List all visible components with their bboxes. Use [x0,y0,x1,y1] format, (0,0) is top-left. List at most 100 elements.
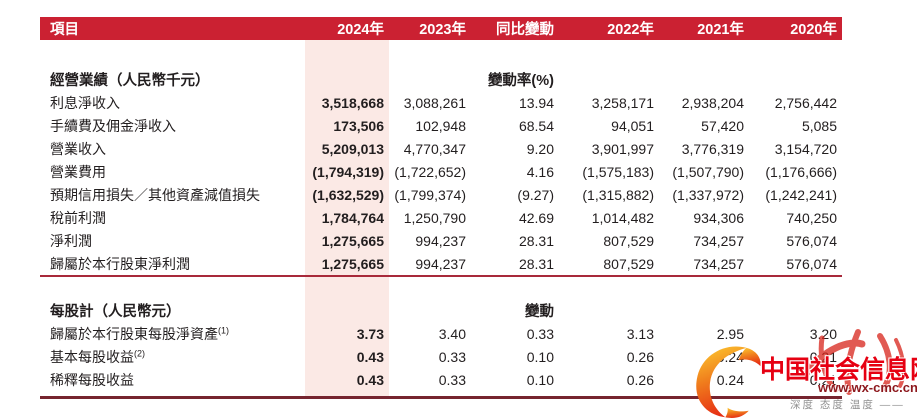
column-header-yoy: 同比變動 [471,17,559,40]
cell-yoy: 4.16 [526,163,554,180]
table-header-row: 項目 2024年 2023年 同比變動 2022年 2021年 2020年 [40,17,842,40]
cell-y2023: (1,722,652) [394,163,466,180]
spacer-cell [749,275,842,299]
cell-y2020: 3,154,720 [774,140,837,157]
row-label: 稅前利潤 [40,206,305,229]
cell-y2021: (1,507,790) [672,163,744,180]
section-title: 經營業績（人民幣千元） [50,73,210,89]
row-label: 基本每股收益(2) [40,345,305,368]
row-label-text: 營業費用 [50,163,106,180]
cell-y2023: 3.40 [438,325,466,342]
spacer-cell [305,40,389,68]
cell-y2023: 3,088,261 [403,94,466,111]
table-row: 手續費及佣金淨收入 173,506 102,948 68.54 94,051 57,420… [40,114,842,137]
table-row: 營業收入 5,209,013 4,770,347 9.20 3,901,997 3,776… [40,137,842,160]
table-row: 稀釋每股收益 0.43 0.33 0.10 0.26 0.24 0.21 [40,368,842,396]
change-header: 變動 [525,304,554,320]
spacer-row [40,40,842,68]
spacer-cell [389,40,471,68]
spacer-cell [559,40,659,68]
cell-y2024: 1,784,764 [305,206,389,229]
cell-y2020: 576,074 [786,232,837,249]
row-label: 稀釋每股收益 [40,368,305,396]
column-header-2022: 2022年 [559,17,659,40]
results-table: 項目 2024年 2023年 同比變動 2022年 2021年 2020年 經營… [40,17,842,396]
empty-cell [305,299,389,322]
cell-y2022: 0.26 [626,348,654,365]
cell-y2021: 2,938,204 [681,94,744,111]
cell-y2023: 994,237 [415,232,466,249]
cell-y2023: 0.33 [438,348,466,365]
cell-y2022: 94,051 [611,117,654,134]
cell-y2022: 0.26 [626,371,654,388]
financial-summary-table: 項目 2024年 2023年 同比變動 2022年 2021年 2020年 經營… [40,17,842,399]
cell-y2023: 994,237 [415,255,466,272]
spacer-cell [471,275,559,299]
cell-yoy: 0.10 [526,371,554,388]
row-label: 歸屬於本行股東每股淨資產(1) [40,322,305,345]
table-row: 淨利潤 1,275,665 994,237 28.31 807,529 734,257 57… [40,229,842,252]
row-label-text: 歸屬於本行股東淨利潤 [50,255,190,272]
cell-y2023: 0.33 [438,371,466,388]
watermark-tagline: 深度 态度 温度 —— [790,399,905,411]
row-label: 營業費用 [40,160,305,183]
section-title: 每股計（人民幣元） [50,304,181,320]
cell-y2020: (1,176,666) [765,163,837,180]
row-label-text: 歸屬於本行股東每股淨資產 [50,325,218,342]
cell-yoy: 28.31 [518,255,554,272]
row-label-text: 利息淨收入 [50,94,120,111]
watermark: 中国社会信息网 www.wx-cmc.cn 深度 态度 温度 —— [690,328,917,418]
row-label-text: 手續費及佣金淨收入 [50,117,176,134]
table-row: 預期信用損失／其他資產減值損失 (1,632,529) (1,799,374) (9.… [40,183,842,206]
table-row: 歸屬於本行股東每股淨資產(1) 3.73 3.40 0.33 3.13 2.95 3.20 [40,322,842,345]
row-label: 歸屬於本行股東淨利潤 [40,252,305,276]
cell-yoy: 28.31 [518,232,554,249]
table-row: 歸屬於本行股東淨利潤 1,275,665 994,237 28.31 807,529 73… [40,252,842,276]
cell-y2022: 3,901,997 [591,140,654,157]
row-label: 淨利潤 [40,229,305,252]
row-label-text: 淨利潤 [50,232,92,249]
empty-cell [305,68,389,91]
cell-y2021: 3,776,319 [681,140,744,157]
cell-y2021: 57,420 [701,117,744,134]
column-header-2020: 2020年 [749,17,842,40]
empty-cell [659,68,749,91]
cell-y2021: 734,257 [693,232,744,249]
section-separator-row [40,275,842,299]
cell-y2023: 4,770,347 [403,140,466,157]
row-label-text: 營業收入 [50,140,106,157]
cell-yoy: 9.20 [526,140,554,157]
column-header-item: 項目 [40,17,305,40]
cell-yoy: 68.54 [518,117,554,134]
spacer-cell [749,40,842,68]
cell-y2021: 734,257 [693,255,744,272]
cell-yoy: 42.69 [518,209,554,226]
cell-y2020: (1,242,241) [765,186,837,203]
footnote-marker: (2) [134,347,145,358]
section-title-row: 每股計（人民幣元） 變動 [40,299,842,322]
empty-cell [659,299,749,322]
cell-y2024: 173,506 [305,114,389,137]
table-row: 基本每股收益(2) 0.43 0.33 0.10 0.26 0.24 0.21 [40,345,842,368]
cell-yoy: 0.33 [526,325,554,342]
empty-cell [389,68,471,91]
spacer-cell [659,40,749,68]
empty-cell [389,299,471,322]
spacer-cell [471,40,559,68]
table-row: 利息淨收入 3,518,668 3,088,261 13.94 3,258,171 2,9… [40,91,842,114]
cell-y2022: (1,315,882) [582,186,654,203]
cell-y2023: 1,250,790 [403,209,466,226]
cell-y2024: 3,518,668 [305,91,389,114]
empty-cell [559,68,659,91]
cell-y2021: 0.24 [716,371,744,388]
spacer-cell [40,40,305,68]
row-label-text: 基本每股收益 [50,348,134,365]
spacer-cell [305,275,389,299]
cell-y2024: 1,275,665 [305,229,389,252]
row-label-text: 預期信用損失／其他資產減值損失 [50,186,260,203]
spacer-cell [389,275,471,299]
change-header: 變動率(%) [487,73,554,89]
cell-y2022: (1,575,183) [582,163,654,180]
cell-y2022: 3.13 [626,325,654,342]
cell-y2022: 807,529 [603,232,654,249]
